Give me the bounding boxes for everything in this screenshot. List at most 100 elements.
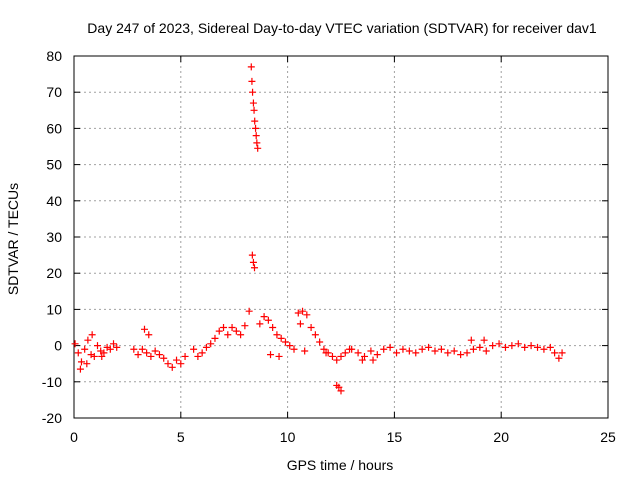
data-point <box>273 331 281 339</box>
data-point <box>110 340 118 348</box>
y-tick-label: 0 <box>54 338 62 354</box>
data-point <box>301 347 309 355</box>
data-point <box>251 117 259 125</box>
data-point <box>194 352 202 360</box>
data-point <box>444 349 452 357</box>
data-point <box>320 345 328 353</box>
data-point <box>311 331 319 339</box>
y-tick-label: 40 <box>46 193 62 209</box>
data-point <box>252 124 260 132</box>
data-point <box>354 349 362 357</box>
data-point <box>228 324 236 331</box>
data-point <box>463 349 471 357</box>
data-point <box>145 331 153 339</box>
data-point <box>337 352 345 360</box>
data-point <box>277 334 285 342</box>
data-point <box>103 343 111 351</box>
data-point <box>81 345 89 353</box>
x-tick-label: 5 <box>177 429 185 445</box>
y-tick-label: 30 <box>46 229 62 245</box>
data-point <box>247 63 255 71</box>
x-axis: 0 5 10 15 20 25 <box>70 56 616 445</box>
data-point <box>296 320 304 328</box>
data-point <box>328 352 336 360</box>
data-point <box>177 360 185 368</box>
y-tick-label: 60 <box>46 120 62 136</box>
data-point <box>97 347 105 355</box>
y-tick-label: 80 <box>46 48 62 64</box>
data-point <box>501 343 509 351</box>
data-point <box>224 331 232 339</box>
data-point <box>286 342 294 350</box>
x-tick-label: 0 <box>70 429 78 445</box>
data-point <box>482 347 490 355</box>
data-point <box>316 338 324 346</box>
data-point <box>358 356 366 364</box>
data-point <box>198 349 206 357</box>
data-point <box>335 383 343 391</box>
data-point <box>250 264 258 272</box>
data-point <box>303 311 311 319</box>
data-point <box>431 347 439 355</box>
data-point <box>290 345 298 353</box>
data-point <box>147 352 155 360</box>
data-point <box>160 354 168 362</box>
data-point <box>373 351 381 359</box>
data-point <box>386 343 394 351</box>
chart-title: Day 247 of 2023, Sidereal Day-to-day VTE… <box>87 20 597 36</box>
x-tick-label: 25 <box>600 429 616 445</box>
data-point <box>480 336 488 344</box>
data-point <box>467 336 475 344</box>
data-point <box>211 334 219 342</box>
data-point <box>207 340 215 348</box>
data-point <box>540 345 548 353</box>
data-point <box>337 387 345 395</box>
x-tick-label: 10 <box>280 429 296 445</box>
y-tick-label: 70 <box>46 84 62 100</box>
data-point <box>405 347 413 355</box>
data-point <box>521 343 529 351</box>
x-axis-label: GPS time / hours <box>287 457 394 473</box>
data-point <box>260 313 268 321</box>
data-point <box>220 324 228 331</box>
data-point <box>508 342 516 350</box>
data-point <box>367 347 375 355</box>
data-point <box>393 349 401 357</box>
data-point <box>140 325 148 333</box>
data-point <box>399 345 407 353</box>
data-point <box>130 345 138 353</box>
data-point <box>84 336 92 344</box>
data-point <box>138 345 146 353</box>
data-point <box>412 349 420 357</box>
data-point <box>248 77 256 85</box>
data-point <box>74 349 82 357</box>
data-point <box>256 320 264 328</box>
data-point <box>558 349 566 357</box>
data-point <box>254 144 262 152</box>
data-point <box>267 351 275 359</box>
data-point <box>341 349 349 357</box>
data-point <box>88 331 96 339</box>
data-point <box>252 132 260 140</box>
data-point <box>294 309 302 317</box>
data-point <box>190 345 198 353</box>
data-point <box>249 99 257 107</box>
data-point <box>83 360 91 368</box>
x-tick-label: 15 <box>387 429 403 445</box>
data-point <box>469 345 477 353</box>
x-tick-label: 20 <box>493 429 509 445</box>
data-point <box>151 347 159 355</box>
data-point <box>437 345 445 353</box>
data-point <box>495 340 503 348</box>
data-point <box>164 360 172 368</box>
data-point <box>534 343 542 351</box>
data-point <box>134 351 142 359</box>
data-point <box>232 327 240 335</box>
data-point <box>113 343 121 351</box>
y-tick-label: 10 <box>46 301 62 317</box>
data-point <box>173 356 181 364</box>
data-point <box>514 340 522 348</box>
data-point <box>90 352 98 360</box>
y-tick-label: -20 <box>42 410 62 426</box>
